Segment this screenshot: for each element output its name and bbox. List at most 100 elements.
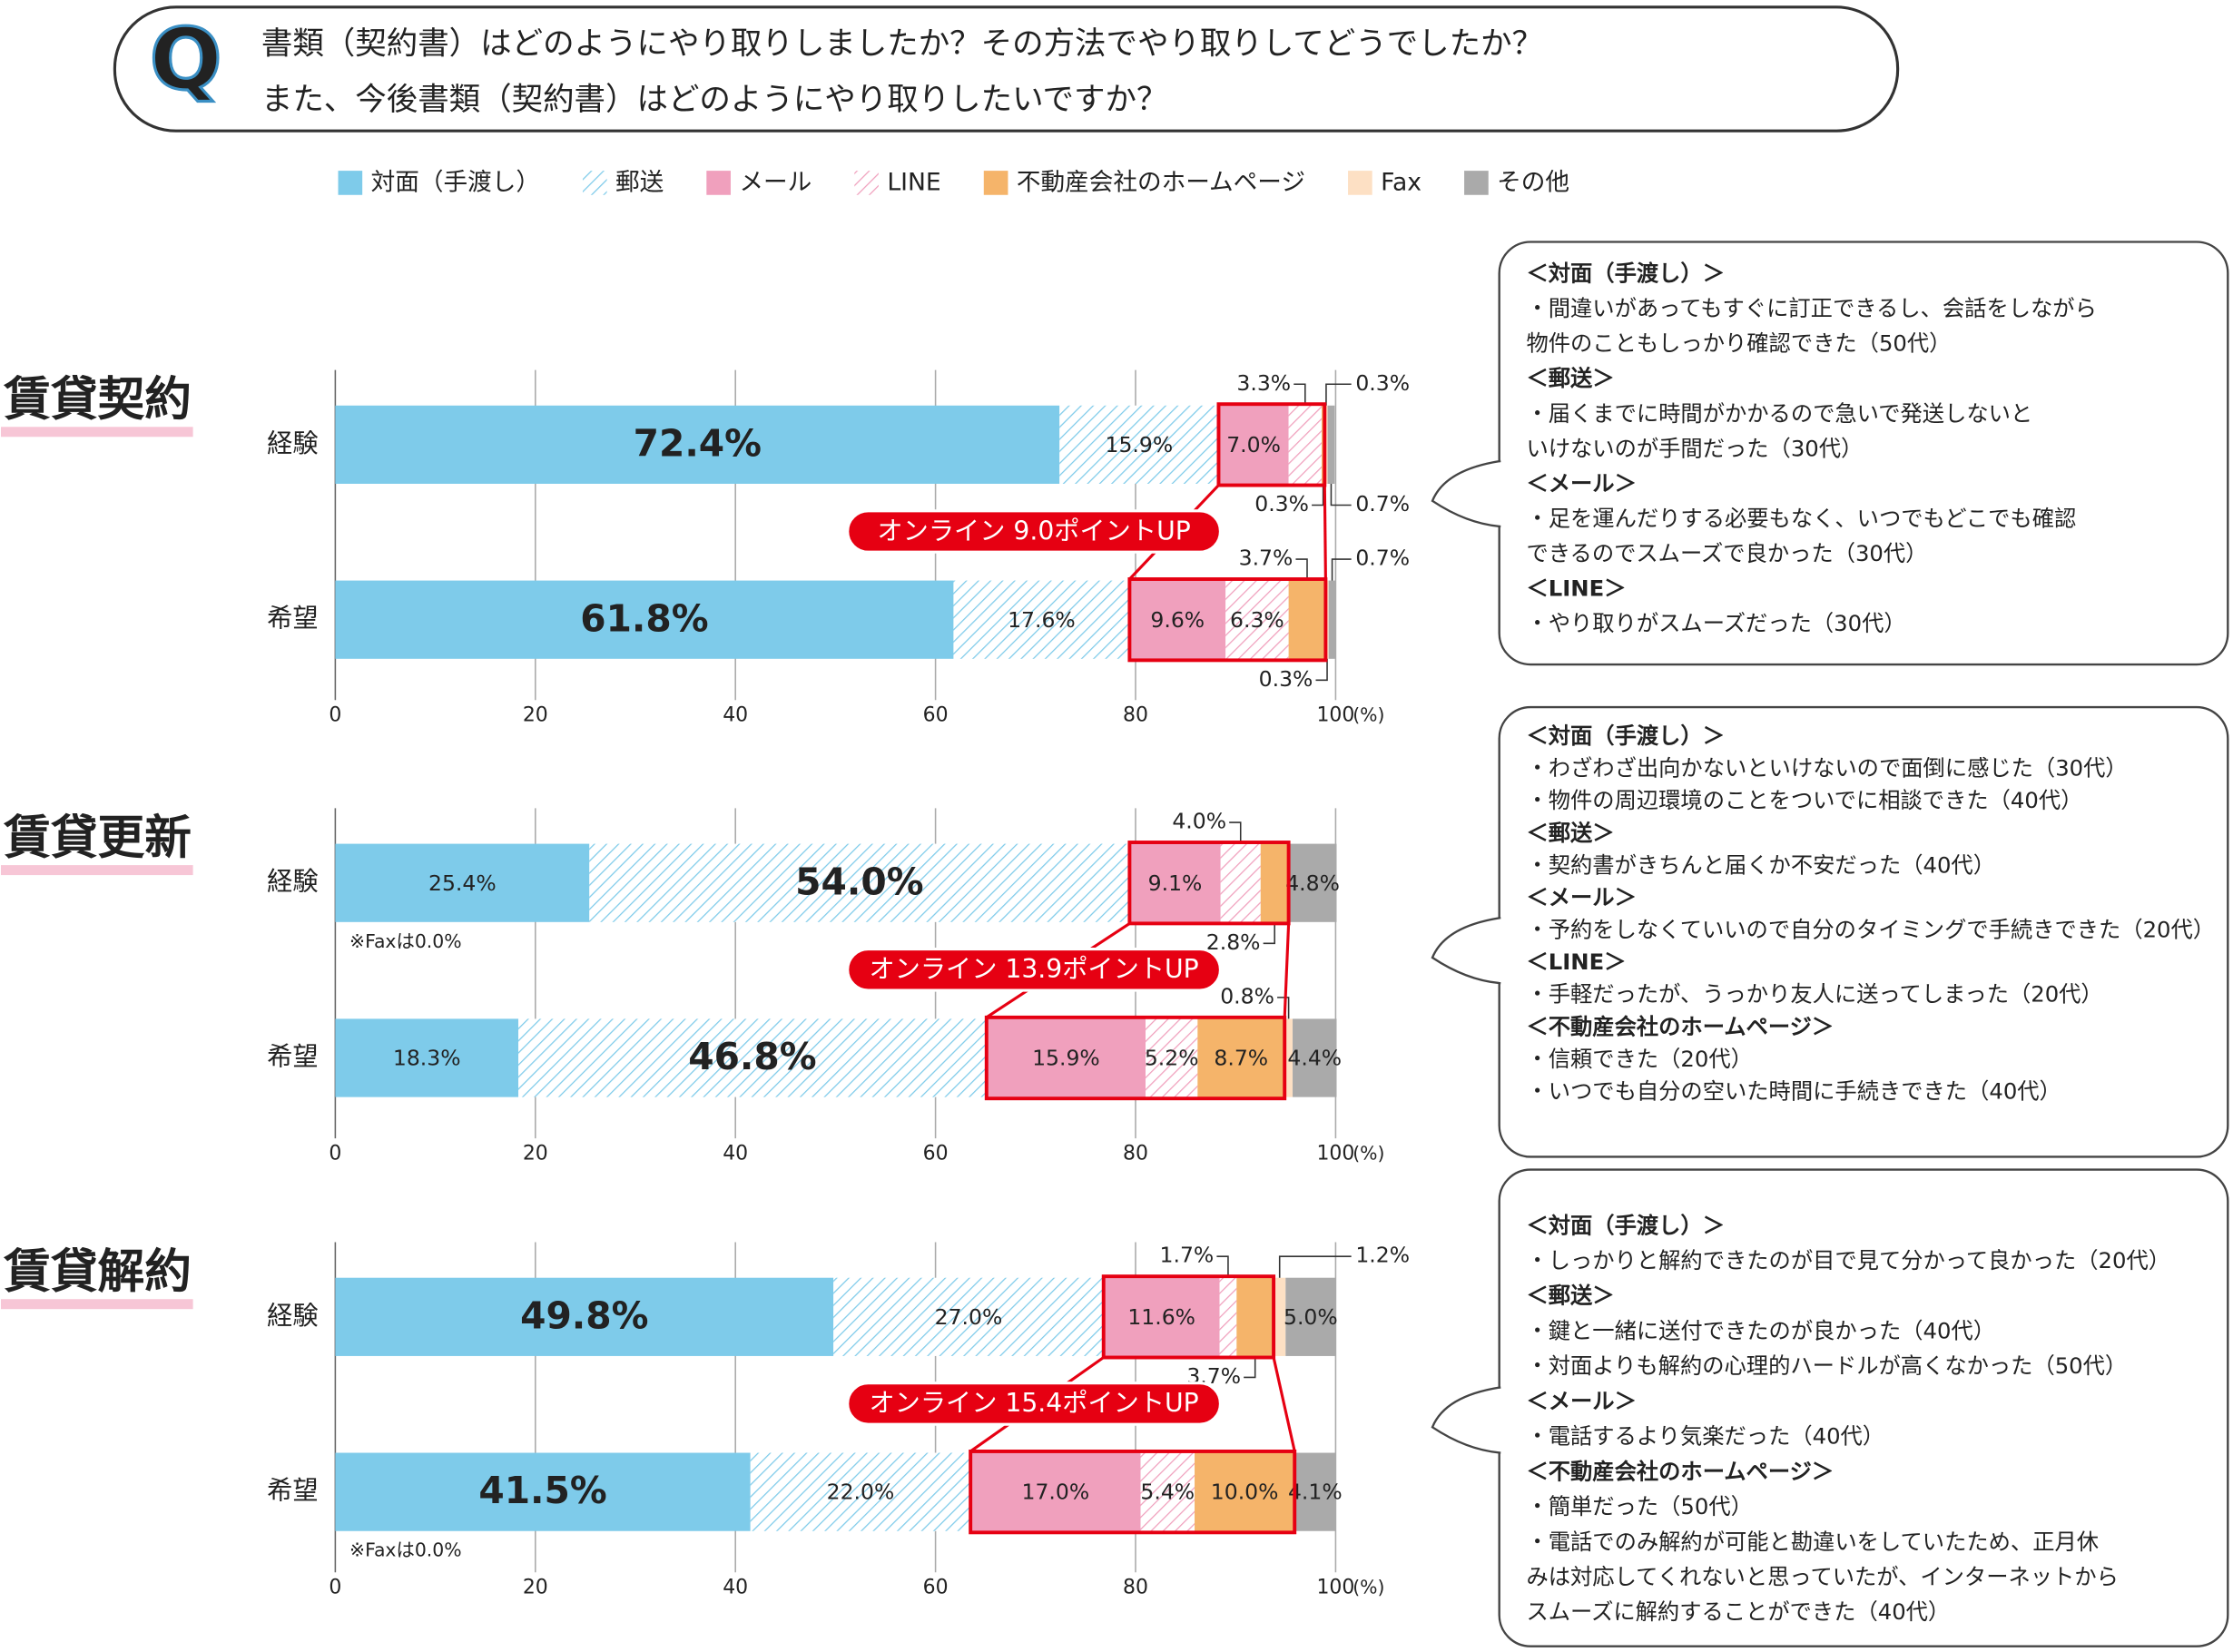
x-tick-label: 40	[723, 704, 748, 727]
comment-line: ・届くまでに時間がかかるので急いで発送しないと	[1526, 400, 2032, 427]
bar-segment	[1220, 843, 1261, 922]
comment-line: ・簡単だった（50代）	[1526, 1493, 1752, 1519]
bar-segment	[1236, 1277, 1274, 1356]
title-underline	[0, 1299, 193, 1310]
leader-line	[1294, 383, 1306, 406]
value-label: 0.7%	[1355, 546, 1410, 571]
value-label: 15.9%	[1032, 1046, 1100, 1071]
leader-line	[1216, 1255, 1229, 1278]
value-label: 3.7%	[1239, 546, 1294, 571]
category-label: 希望	[267, 1042, 318, 1072]
value-label: 0.3%	[1254, 491, 1309, 516]
comment-heading: ＜郵送＞	[1526, 820, 1614, 846]
bar-segment	[1288, 405, 1322, 484]
value-label: 18.3%	[393, 1046, 461, 1071]
connector	[1283, 923, 1291, 1018]
value-label: 0.3%	[1355, 370, 1410, 396]
comment-line: いけないのが手間だった（30代）	[1526, 435, 1863, 461]
legend-label: Fax	[1381, 169, 1421, 197]
value-label: 8.7%	[1214, 1046, 1268, 1071]
x-tick-label: 60	[923, 1576, 949, 1598]
legend-label: 対面（手渡し）	[371, 169, 540, 197]
bar-segment	[1129, 580, 1226, 659]
legend-swatch	[706, 171, 731, 195]
comment-line: ・いつでも自分の空いた時間に手続きできた（40代）	[1526, 1077, 2061, 1104]
bar-segment	[750, 1452, 971, 1531]
value-label: 54.0%	[795, 860, 923, 903]
x-tick-label: 20	[523, 704, 548, 727]
comment-line: ・鍵と一緒に送付できたのが良かった（40代）	[1526, 1317, 1995, 1343]
comment-line: ・わざわざ出向かないといけないので面倒に感じた（30代）	[1526, 755, 2127, 782]
comment-tail	[1431, 916, 1501, 985]
value-label: 10.0%	[1211, 1480, 1279, 1505]
value-label: 17.6%	[1008, 607, 1076, 633]
legend-label: LINE	[887, 169, 940, 197]
value-label: 7.0%	[1226, 432, 1281, 457]
bar-segment	[1274, 1277, 1286, 1356]
comment-line: スムーズに解約することができた（40代）	[1526, 1598, 1950, 1625]
bar-segment	[1260, 843, 1289, 922]
category-label: 希望	[267, 1476, 318, 1506]
comment-heading: ＜メール＞	[1526, 884, 1636, 910]
comment-line: ・足を運んだりする必要もなく、いつでもどこでも確認	[1526, 505, 2076, 531]
leader-line	[1277, 997, 1290, 1019]
value-label: 25.4%	[428, 870, 497, 896]
comment-heading: ＜不動産会社のホームページ＞	[1526, 1013, 1834, 1039]
bar-segment	[1285, 1277, 1336, 1356]
value-label: 17.0%	[1022, 1480, 1090, 1505]
legend-swatch	[1464, 171, 1489, 195]
leader-line	[1330, 483, 1352, 506]
comment-line: ・やり取りがスムーズだった（30代）	[1526, 610, 1905, 636]
annotation-pill	[846, 948, 1223, 992]
comment-heading: ＜郵送＞	[1526, 1283, 1614, 1309]
title-underline	[0, 427, 193, 438]
value-label: 49.8%	[520, 1293, 648, 1337]
leader-line	[1295, 558, 1308, 581]
comment-heading: ＜メール＞	[1526, 1388, 1636, 1414]
bar-segment	[335, 1018, 519, 1097]
value-label: 5.2%	[1145, 1046, 1199, 1071]
x-tick-label: 80	[1123, 1142, 1148, 1165]
value-label: 27.0%	[935, 1304, 1003, 1330]
bar-segment	[335, 580, 954, 659]
bar-segment	[335, 405, 1060, 484]
x-tick-label: 100	[1316, 704, 1354, 727]
online-box	[1127, 841, 1291, 926]
x-tick-label: 80	[1123, 1576, 1148, 1598]
value-label: 0.8%	[1220, 983, 1274, 1008]
comment-tail	[1431, 459, 1501, 528]
bar-segment	[1288, 843, 1337, 922]
connector	[1323, 485, 1327, 580]
category-label: 経験	[267, 428, 318, 458]
comment-frames	[1431, 241, 2229, 1647]
annotation: オンライン 9.0ポイントUP	[877, 516, 1190, 546]
x-tick-label: 40	[723, 1576, 748, 1598]
comment-line: ・電話するより気楽だった（40代）	[1526, 1423, 1884, 1450]
value-label: 2.8%	[1206, 929, 1261, 955]
comment-line: 物件のこともしっかり確認できた（50代）	[1526, 330, 1951, 357]
bar-segment	[518, 1018, 987, 1097]
comment-tail	[1431, 1386, 1501, 1454]
question-text: 書類（契約書）はどのようにやり取りしましたか？その方法でやり取りしてどうでしたか…	[261, 26, 1543, 63]
value-label: 9.6%	[1150, 607, 1205, 633]
bar-segment	[1327, 405, 1335, 484]
legend-swatch	[338, 171, 363, 195]
annotation-pill	[846, 509, 1223, 554]
comment-line: ・電話でのみ解約が可能と勘違いをしていたため、正月休	[1526, 1529, 2099, 1555]
comment-line: ・しっかりと解約できたのが目で見て分かって良かった（20代）	[1526, 1247, 2170, 1273]
chart-title: 賃貸解約	[3, 1245, 192, 1300]
bar-segment	[1129, 843, 1221, 922]
bar-segment	[1328, 580, 1336, 659]
comment-heading: ＜LINE＞	[1526, 949, 1626, 975]
legend-label: 郵送	[615, 169, 664, 197]
bar-segment	[335, 1452, 751, 1531]
comment-line: ・契約書がきちんと届くか不安だった（40代）	[1526, 851, 1995, 878]
comment-line: できるのでスムーズで良かった（30代）	[1526, 540, 1927, 566]
bar-segment	[335, 1277, 834, 1356]
bar-segment	[1218, 405, 1289, 484]
comment-line: ・予約をしなくていいので自分のタイミングで手続きできた（20代）	[1526, 917, 2215, 943]
x-tick-label: 0	[329, 704, 341, 727]
leader-line	[1244, 1355, 1256, 1379]
comment-line: ・物件の周辺環境のことをついでに相談できた（40代）	[1526, 787, 2082, 813]
bar-segment	[1284, 1018, 1294, 1097]
